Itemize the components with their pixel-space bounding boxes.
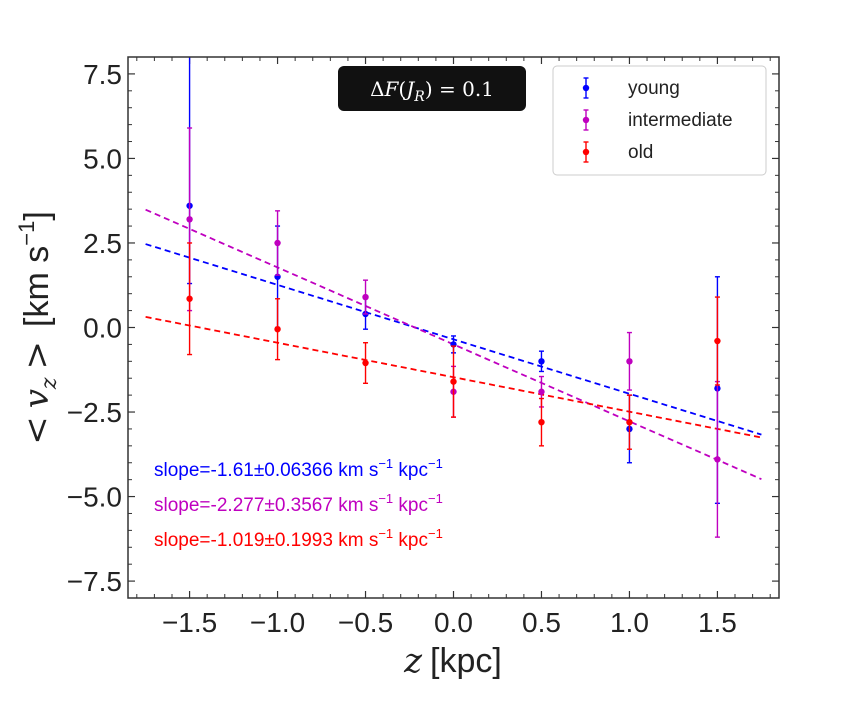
fit-line-intermediate [145,208,762,480]
data-point-intermediate [538,388,545,395]
data-point-old [362,359,369,367]
y-tick-label: −2.5 [67,397,122,428]
data-point-old [538,418,545,426]
legend-label-young: young [628,78,680,99]
data-point-intermediate [274,239,281,247]
slope-labels: slope=-1.61±0.06366 km s−1 kpc−1 slope=-2… [154,456,443,551]
x-tick-label: −1.0 [250,607,305,638]
legend: young intermediate old [552,65,767,176]
x-tick-label: 1.5 [698,607,737,638]
y-tick-label: 2.5 [83,228,122,259]
data-point-intermediate [362,293,369,301]
data-point-old [186,295,193,302]
x-tick-label: −0.5 [338,607,393,638]
x-tick-label: 0.5 [522,607,561,638]
x-tick-label: 1.0 [610,607,649,638]
annotation-text: ΔF(JR) = 0.1 [370,77,494,105]
x-tick-labels: −1.5 −1.0 −0.5 0.0 0.5 1.0 1.5 [162,607,737,638]
data-point-intermediate [714,456,721,463]
data-point-old [626,418,633,426]
annotation-badge: ΔF(JR) = 0.1 [338,66,526,111]
y-tick-label: 5.0 [83,143,122,174]
legend-marker-young [582,84,590,92]
y-tick-label: −5.0 [67,482,122,513]
legend-marker-intermediate [582,116,590,124]
slope-label-intermediate: slope=-2.277±0.3567 km s−1 kpc−1 [154,491,443,516]
y-axis-label: <vz>[km s−1] [14,211,62,445]
data-point-young [538,358,545,365]
legend-marker-old [582,148,590,156]
data-point-intermediate [626,358,633,365]
plot-frame [127,56,780,599]
data-point-old [450,378,457,385]
x-tick-label: −1.5 [162,607,217,638]
legend-box [552,65,767,176]
y-tick-label: −7.5 [67,566,122,597]
x-axis-label: z [kpc] [403,641,502,681]
data-point-intermediate [186,216,193,223]
data-point-old [274,325,281,333]
y-tick-label: 7.5 [83,59,122,90]
slope-label-young: slope=-1.61±0.06366 km s−1 kpc−1 [154,456,443,481]
legend-label-old: old [628,142,653,163]
y-tick-labels: 7.5 5.0 2.5 0.0 −2.5 −5.0 −7.5 [67,59,122,597]
slope-label-old: slope=-1.019±0.1993 km s−1 kpc−1 [154,526,443,551]
y-tick-label: 0.0 [83,313,122,344]
data-point-old [714,337,721,345]
x-tick-label: 0.0 [434,607,473,638]
data-points [186,57,721,538]
legend-label-intermediate: intermediate [628,110,733,131]
